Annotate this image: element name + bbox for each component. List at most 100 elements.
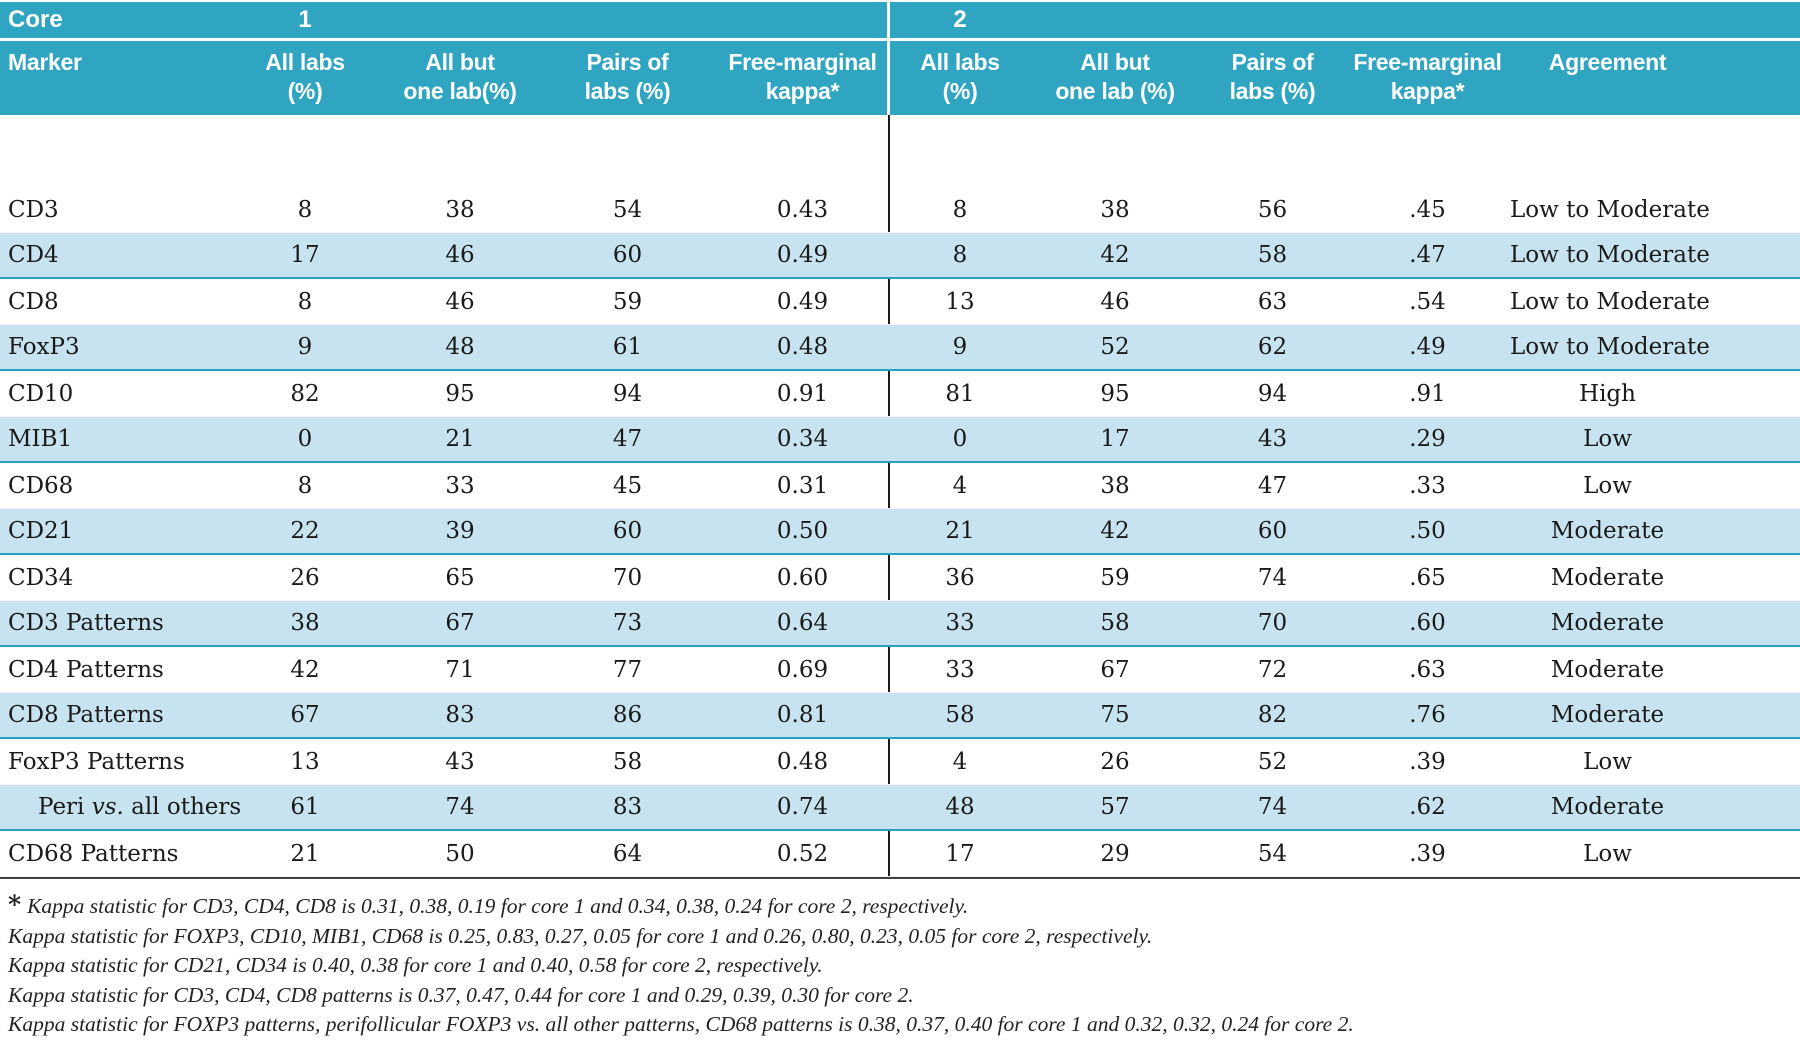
value-cell: .39 — [1409, 748, 1446, 775]
value-cell: 0.81 — [776, 702, 829, 728]
table-row: CD8 8 46 59 0.49 13 46 63 .54 Low to Moderate — [0, 279, 1800, 325]
value-cell: 21 — [445, 426, 475, 452]
header-agreement: Agreement — [1548, 49, 1667, 75]
value-cell: 83 — [612, 794, 643, 820]
value-cell: 33 — [445, 472, 475, 499]
table-body: CD3 8 38 54 0.43 8 38 56.45 Low to Moderate CD4 17… — [0, 187, 1800, 877]
value-cell: 75 — [1100, 702, 1130, 728]
value-cell: 65 — [445, 564, 475, 591]
footnote-asterisk: * — [8, 890, 22, 919]
value-cell: 47 — [1257, 472, 1288, 499]
value-cell: .76 — [1409, 702, 1446, 728]
value-cell: 73 — [612, 610, 643, 636]
value-cell: 39 — [445, 518, 475, 544]
value-cell: 67 — [1100, 656, 1130, 683]
agreement-value: Low to Moderate — [1510, 288, 1710, 315]
value-cell: 0 — [297, 426, 313, 452]
value-cell: .63 — [1409, 656, 1446, 683]
value-cell: 58 — [612, 748, 643, 775]
value-cell: 63 — [1257, 288, 1288, 315]
value-cell: 0.49 — [776, 288, 829, 315]
value-cell: 26 — [290, 564, 320, 591]
value-cell: 8 — [297, 472, 313, 499]
value-cell: 59 — [612, 288, 643, 315]
table-row: CD68 Patterns 21 50 64 0.52 17 29 54 .39 Low — [0, 831, 1800, 877]
value-cell: 95 — [1100, 380, 1130, 407]
value-cell: .91 — [1409, 380, 1446, 407]
value-cell: 0.43 — [776, 196, 829, 223]
value-cell: 83 — [445, 702, 475, 728]
header-core1-all-but-one: All but one lab(%) — [403, 49, 517, 104]
value-cell: 22 — [290, 518, 320, 544]
value-cell: 43 — [1257, 426, 1288, 452]
value-cell: 60 — [612, 242, 643, 268]
value-cell: 82 — [290, 380, 320, 407]
marker-label: CD21 — [8, 518, 74, 544]
agreement-value: Moderate — [1550, 656, 1665, 683]
table-row: CD4 17 46 60 0.49 8 42 58 .47 Low to Moderate — [0, 233, 1800, 279]
value-cell: 57 — [1100, 794, 1130, 820]
core-band-label: Core — [8, 6, 63, 33]
value-cell: 8 — [297, 288, 313, 315]
agreement-value: Low — [1583, 472, 1632, 499]
table-row: CD4 Patterns 42 71 77 0.69 33 67 72 .63 Moderate — [0, 647, 1800, 693]
value-cell: .39 — [1409, 840, 1446, 867]
agreement-value: Low to Moderate — [1510, 334, 1710, 360]
value-cell: 46 — [445, 242, 475, 268]
value-cell: 60 — [1257, 518, 1288, 544]
value-cell: 46 — [1100, 288, 1130, 315]
value-cell: 0.69 — [776, 656, 829, 683]
agreement-value: Low to Moderate — [1510, 242, 1710, 268]
value-cell: 38 — [290, 610, 320, 636]
value-cell: 42 — [290, 656, 320, 683]
value-cell: 86 — [612, 702, 643, 728]
value-cell: 9 — [952, 334, 968, 360]
marker-label: CD4 — [8, 242, 59, 268]
value-cell: 58 — [1100, 610, 1130, 636]
marker-label: CD8 — [8, 288, 59, 315]
value-cell: .62 — [1409, 794, 1446, 820]
value-cell: 38 — [1100, 196, 1130, 223]
value-cell: 58 — [945, 702, 975, 728]
value-cell: 54 — [612, 196, 643, 223]
header-core2-all-labs: All labs (%) — [920, 49, 1000, 104]
header-core-split-line — [887, 2, 890, 115]
agreement-value: Low — [1583, 840, 1632, 867]
value-cell: .47 — [1409, 242, 1446, 268]
table-row: Peri vs. all others 61 74 83 0.74 48 57 74 .62 Mo… — [0, 785, 1800, 831]
value-cell: .45 — [1409, 196, 1446, 223]
core1-number: 1 — [298, 6, 312, 33]
value-cell: 17 — [945, 840, 975, 867]
table-row: MIB1 0 21 47 0.34 0 17 43 .29 Low — [0, 417, 1800, 463]
value-cell: 29 — [1100, 840, 1130, 867]
value-cell: 81 — [945, 380, 975, 407]
agreement-value: Moderate — [1550, 794, 1665, 820]
value-cell: 45 — [612, 472, 643, 499]
value-cell: 58 — [1257, 242, 1288, 268]
value-cell: 74 — [1257, 794, 1288, 820]
value-cell: .54 — [1409, 288, 1446, 315]
value-cell: 60 — [612, 518, 643, 544]
value-cell: 8 — [952, 196, 968, 223]
table-row: FoxP3 9 48 61 0.48 9 52 62 .49 Low to Moderate — [0, 325, 1800, 371]
agreement-value: Moderate — [1550, 518, 1665, 544]
value-cell: 74 — [445, 794, 475, 820]
value-cell: 67 — [290, 702, 320, 728]
marker-label: FoxP3 Patterns — [8, 748, 185, 775]
marker-label: CD3 — [8, 196, 59, 223]
value-cell: 38 — [445, 196, 475, 223]
value-cell: 47 — [612, 426, 643, 452]
value-cell: 0 — [952, 426, 968, 452]
header-core1-all-labs: All labs (%) — [265, 49, 345, 104]
agreement-value: Low — [1583, 748, 1632, 775]
value-cell: 94 — [612, 380, 643, 407]
value-cell: 43 — [445, 748, 475, 775]
table-row: CD8 Patterns 67 83 86 0.81 58 75 82 .76 Moderate — [0, 693, 1800, 739]
agreement-value: Low — [1583, 426, 1632, 452]
table-row: CD68 8 33 45 0.31 4 38 47 .33 Low — [0, 463, 1800, 509]
value-cell: .60 — [1409, 610, 1446, 636]
value-cell: 61 — [612, 334, 643, 360]
value-cell: 13 — [945, 288, 975, 315]
value-cell: 48 — [445, 334, 475, 360]
value-cell: 52 — [1100, 334, 1130, 360]
